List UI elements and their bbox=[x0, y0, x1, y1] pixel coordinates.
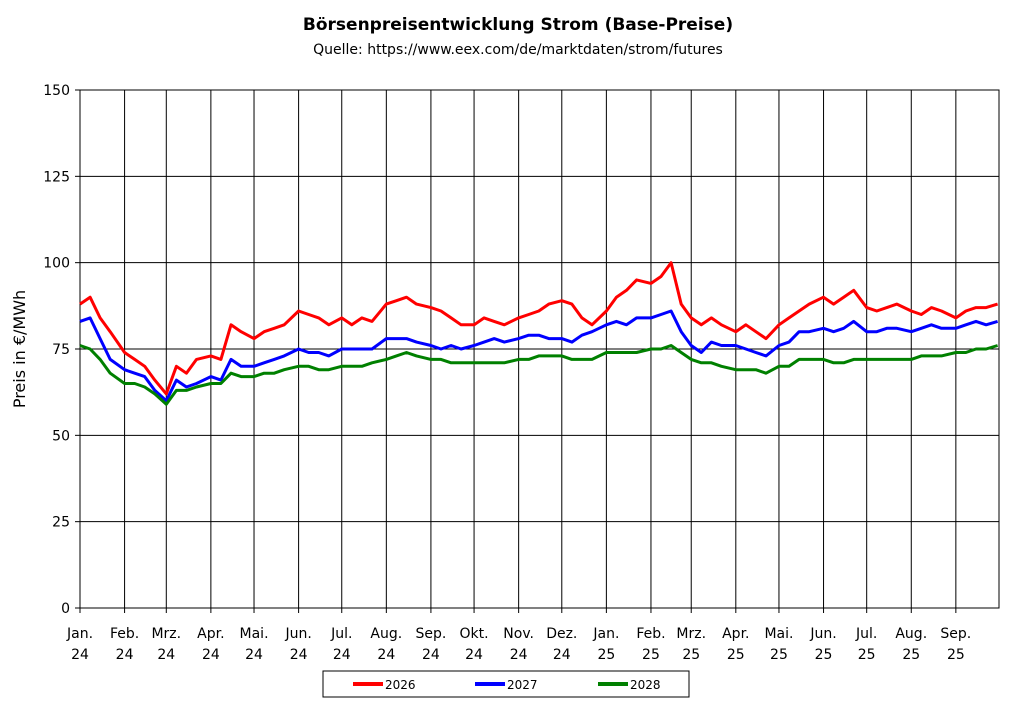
x-tick-year: 25 bbox=[770, 647, 788, 663]
chart-title: Börsenpreisentwicklung Strom (Base-Preis… bbox=[303, 15, 733, 35]
x-tick-year: 24 bbox=[245, 647, 263, 663]
y-tick-label: 25 bbox=[52, 515, 70, 531]
x-tick-year: 25 bbox=[642, 647, 660, 663]
y-tick-label: 75 bbox=[52, 342, 70, 358]
x-tick-month: Mai. bbox=[764, 626, 793, 642]
x-tick-year: 25 bbox=[727, 647, 745, 663]
y-tick-label: 50 bbox=[52, 428, 70, 444]
x-tick-year: 24 bbox=[116, 647, 134, 663]
x-tick-year: 24 bbox=[422, 647, 440, 663]
legend-label-2028: 2028 bbox=[630, 678, 661, 692]
legend: 2026 2027 2028 bbox=[322, 670, 690, 698]
x-tick-month: Feb. bbox=[636, 626, 665, 642]
y-tick-label: 0 bbox=[61, 601, 70, 617]
x-tick-month: Nov. bbox=[503, 626, 534, 642]
x-tick-month: Jan. bbox=[66, 626, 93, 642]
x-tick-year: 25 bbox=[858, 647, 876, 663]
series-line-2028 bbox=[79, 344, 999, 406]
legend-label-2026: 2026 bbox=[385, 678, 416, 692]
x-tick-month: Jul. bbox=[855, 626, 877, 642]
x-tick-year: 25 bbox=[815, 647, 833, 663]
x-tick-month: Jun. bbox=[284, 626, 311, 642]
x-tick-month: Apr. bbox=[722, 626, 749, 642]
series-line-2027 bbox=[79, 309, 999, 403]
x-tick-month: Dez. bbox=[546, 626, 577, 642]
x-tick-month: Jul. bbox=[330, 626, 352, 642]
chart-subtitle: Quelle: https://www.eex.com/de/marktdate… bbox=[313, 42, 723, 58]
x-tick-year: 24 bbox=[510, 647, 528, 663]
x-tick-month: Mrz. bbox=[151, 626, 181, 642]
y-axis-label: Preis in €/MWh bbox=[10, 290, 29, 408]
x-tick-month: Okt. bbox=[460, 626, 489, 642]
x-tick-month: Sep. bbox=[415, 626, 446, 642]
x-tick-month: Jun. bbox=[809, 626, 836, 642]
x-tick-year: 25 bbox=[597, 647, 615, 663]
x-tick-month: Aug. bbox=[370, 626, 402, 642]
x-tick-month: Aug. bbox=[895, 626, 927, 642]
plot-area: 0 25 50 75 100 125 150 Jan. 24 Feb. 24 Mrz. 24 Apr. 24… bbox=[43, 83, 1000, 663]
x-tick-year: 24 bbox=[465, 647, 483, 663]
x-tick-month: Sep. bbox=[940, 626, 971, 642]
x-tick-month: Apr. bbox=[197, 626, 224, 642]
x-tick-year: 24 bbox=[290, 647, 308, 663]
x-tick-year: 24 bbox=[157, 647, 175, 663]
x-tick-year: 24 bbox=[377, 647, 395, 663]
legend-label-2027: 2027 bbox=[507, 678, 538, 692]
x-tick-year: 25 bbox=[902, 647, 920, 663]
x-tick-year: 25 bbox=[682, 647, 700, 663]
x-tick-year: 25 bbox=[947, 647, 965, 663]
x-tick-month: Feb. bbox=[110, 626, 139, 642]
x-tick-year: 24 bbox=[553, 647, 571, 663]
y-tick-label: 150 bbox=[43, 83, 70, 99]
x-tick-month: Mrz. bbox=[676, 626, 706, 642]
y-tick-label: 100 bbox=[43, 256, 70, 272]
series-line-2026 bbox=[79, 261, 999, 396]
x-tick-year: 24 bbox=[333, 647, 351, 663]
x-tick-year: 24 bbox=[202, 647, 220, 663]
x-tick-year: 24 bbox=[71, 647, 89, 663]
x-tick-month: Mai. bbox=[240, 626, 269, 642]
x-tick-month: Jan. bbox=[592, 626, 619, 642]
y-tick-label: 125 bbox=[43, 169, 70, 185]
